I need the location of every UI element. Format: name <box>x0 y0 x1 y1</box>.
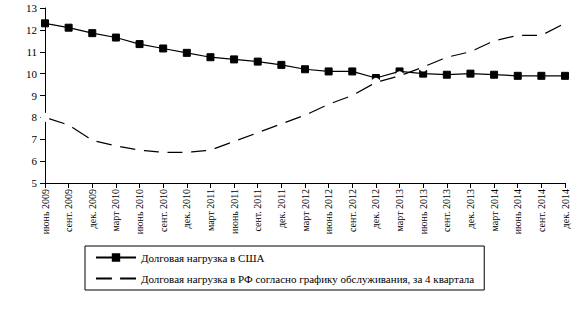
svg-text:11: 11 <box>26 46 37 58</box>
svg-text:июнь 2013: июнь 2013 <box>418 189 429 234</box>
svg-text:7: 7 <box>32 133 38 145</box>
svg-text:март 2012: март 2012 <box>300 189 311 231</box>
svg-text:5: 5 <box>32 177 38 189</box>
svg-text:12: 12 <box>26 24 37 36</box>
svg-text:июнь 2009: июнь 2009 <box>40 189 51 234</box>
svg-text:сент. 2010: сент. 2010 <box>158 189 169 232</box>
svg-text:дек. 2009: дек. 2009 <box>87 189 98 228</box>
svg-text:дек. 2010: дек. 2010 <box>181 189 192 228</box>
svg-text:10: 10 <box>26 68 38 80</box>
svg-text:6: 6 <box>32 155 38 167</box>
svg-text:дек. 2012: дек. 2012 <box>370 189 381 228</box>
svg-text:июнь 2011: июнь 2011 <box>229 189 240 234</box>
svg-text:июнь 2010: июнь 2010 <box>134 189 145 234</box>
svg-text:сент. 2009: сент. 2009 <box>63 189 74 232</box>
svg-text:сент. 2014: сент. 2014 <box>536 189 547 232</box>
svg-text:март 2010: март 2010 <box>110 189 121 231</box>
svg-text:март 2013: март 2013 <box>394 189 405 231</box>
svg-text:13: 13 <box>26 2 38 14</box>
svg-text:9: 9 <box>32 90 38 102</box>
svg-text:Долговая нагрузка в РФ согласн: Долговая нагрузка в РФ согласно графику … <box>141 273 474 285</box>
svg-text:июнь 2012: июнь 2012 <box>323 189 334 234</box>
svg-text:дек. 2011: дек. 2011 <box>276 189 287 228</box>
svg-text:дек. 2014: дек. 2014 <box>560 189 571 228</box>
svg-text:март 2011: март 2011 <box>205 189 216 231</box>
svg-text:дек. 2013: дек. 2013 <box>465 189 476 228</box>
svg-text:Долговая нагрузка в США: Долговая нагрузка в США <box>141 252 264 264</box>
svg-text:8: 8 <box>32 111 38 123</box>
svg-text:сент. 2011: сент. 2011 <box>252 189 263 232</box>
svg-text:июнь 2014: июнь 2014 <box>512 189 523 234</box>
svg-text:сент. 2012: сент. 2012 <box>347 189 358 232</box>
svg-text:март 2014: март 2014 <box>489 189 500 231</box>
svg-text:сент. 2013: сент. 2013 <box>441 189 452 232</box>
